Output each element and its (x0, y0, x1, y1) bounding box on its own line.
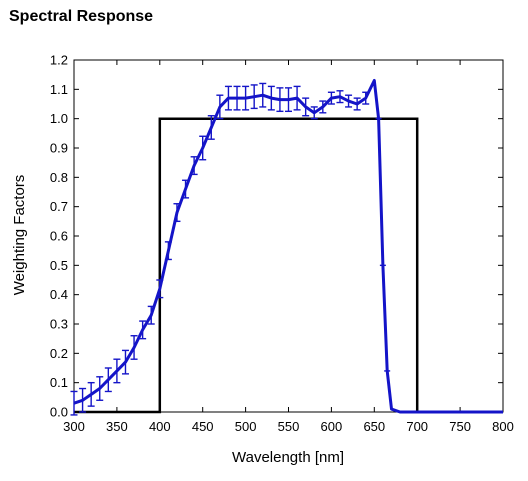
x-tick-label-0: 300 (63, 419, 85, 434)
x-tick-label-5: 550 (278, 419, 300, 434)
x-axis-title: Wavelength [nm] (232, 449, 344, 466)
y-tick-label-4: 0.4 (50, 287, 68, 302)
y-tick-label-7: 0.7 (50, 199, 68, 214)
y-tick-label-6: 0.6 (50, 229, 68, 244)
y-tick-label-11: 1.1 (50, 82, 68, 97)
x-tick-label-1: 350 (106, 419, 128, 434)
x-tick-label-3: 450 (192, 419, 214, 434)
y-tick-label-10: 1.0 (50, 111, 68, 126)
x-tick-label-4: 500 (235, 419, 257, 434)
plot-frame (73, 59, 504, 413)
y-tick-label-3: 0.3 (50, 317, 68, 332)
series-ideal-line (74, 117, 503, 414)
y-axis-title: Weighting Factors (11, 175, 28, 296)
series-measured-line (73, 79, 503, 414)
page-title: Spectral Response (9, 8, 154, 25)
y-tick-label-2: 0.2 (50, 346, 68, 361)
x-tick-label-6: 600 (321, 419, 343, 434)
y-tick-label-12: 1.2 (50, 53, 68, 68)
x-tick-label-7: 650 (363, 419, 385, 434)
x-tick-label-8: 700 (406, 419, 428, 434)
y-tick-label-5: 0.5 (50, 258, 68, 273)
x-tick-label-10: 800 (492, 419, 514, 434)
x-tick-label-9: 750 (449, 419, 471, 434)
y-tick-label-1: 0.1 (50, 375, 68, 390)
x-tick-label-2: 400 (149, 419, 171, 434)
y-tick-label-9: 0.9 (50, 141, 68, 156)
plot-area: 300 350 400 450 500 550 600 650 700 750 800 0.0 0.1 0… (50, 53, 514, 435)
y-tick-label-8: 0.8 (50, 170, 68, 185)
y-tick-label-0: 0.0 (50, 405, 68, 420)
